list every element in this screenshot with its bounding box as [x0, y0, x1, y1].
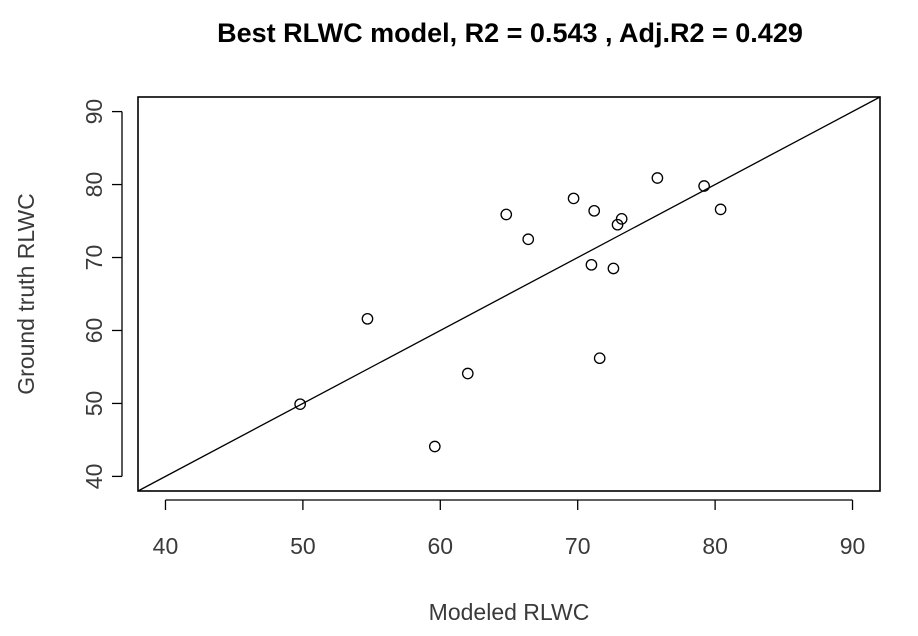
data-point — [611, 218, 624, 231]
data-point — [651, 172, 664, 184]
data-point — [461, 367, 474, 380]
y-tick-label: 80 — [81, 172, 107, 198]
data-point — [588, 204, 601, 217]
data-point — [522, 233, 535, 246]
y-tick-label: 40 — [81, 464, 107, 490]
data-point — [615, 212, 628, 225]
x-axis-label: Modeled RLWC — [429, 599, 590, 625]
data-points — [294, 172, 727, 453]
data-point — [567, 192, 580, 205]
y-tick-label: 60 — [81, 318, 107, 344]
identity-line — [137, 96, 881, 492]
y-tick-label: 90 — [81, 99, 107, 125]
y-tick-label: 50 — [81, 391, 107, 417]
x-tick-label: 40 — [153, 533, 179, 559]
x-tick-label: 90 — [840, 533, 866, 559]
data-point — [593, 352, 606, 365]
data-point — [585, 258, 598, 271]
x-tick-label: 70 — [565, 533, 591, 559]
y-axis: 40 50 60 70 80 90 — [81, 99, 123, 490]
x-tick-label: 80 — [702, 533, 728, 559]
data-point — [607, 262, 620, 275]
data-point — [714, 203, 727, 216]
data-point — [428, 440, 441, 453]
x-tick-label: 60 — [427, 533, 453, 559]
x-axis: 40 50 60 70 80 90 — [153, 499, 866, 559]
x-tick-label: 50 — [290, 533, 316, 559]
y-tick-label: 70 — [81, 245, 107, 271]
data-point — [294, 398, 306, 411]
y-axis-label: Ground truth RLWC — [13, 193, 39, 395]
data-point — [500, 208, 513, 221]
plot-frame — [137, 96, 881, 492]
data-point — [698, 180, 710, 192]
chart-title: Best RLWC model, R2 = 0.543 , Adj.R2 = 0… — [217, 18, 803, 48]
data-point — [361, 312, 374, 325]
